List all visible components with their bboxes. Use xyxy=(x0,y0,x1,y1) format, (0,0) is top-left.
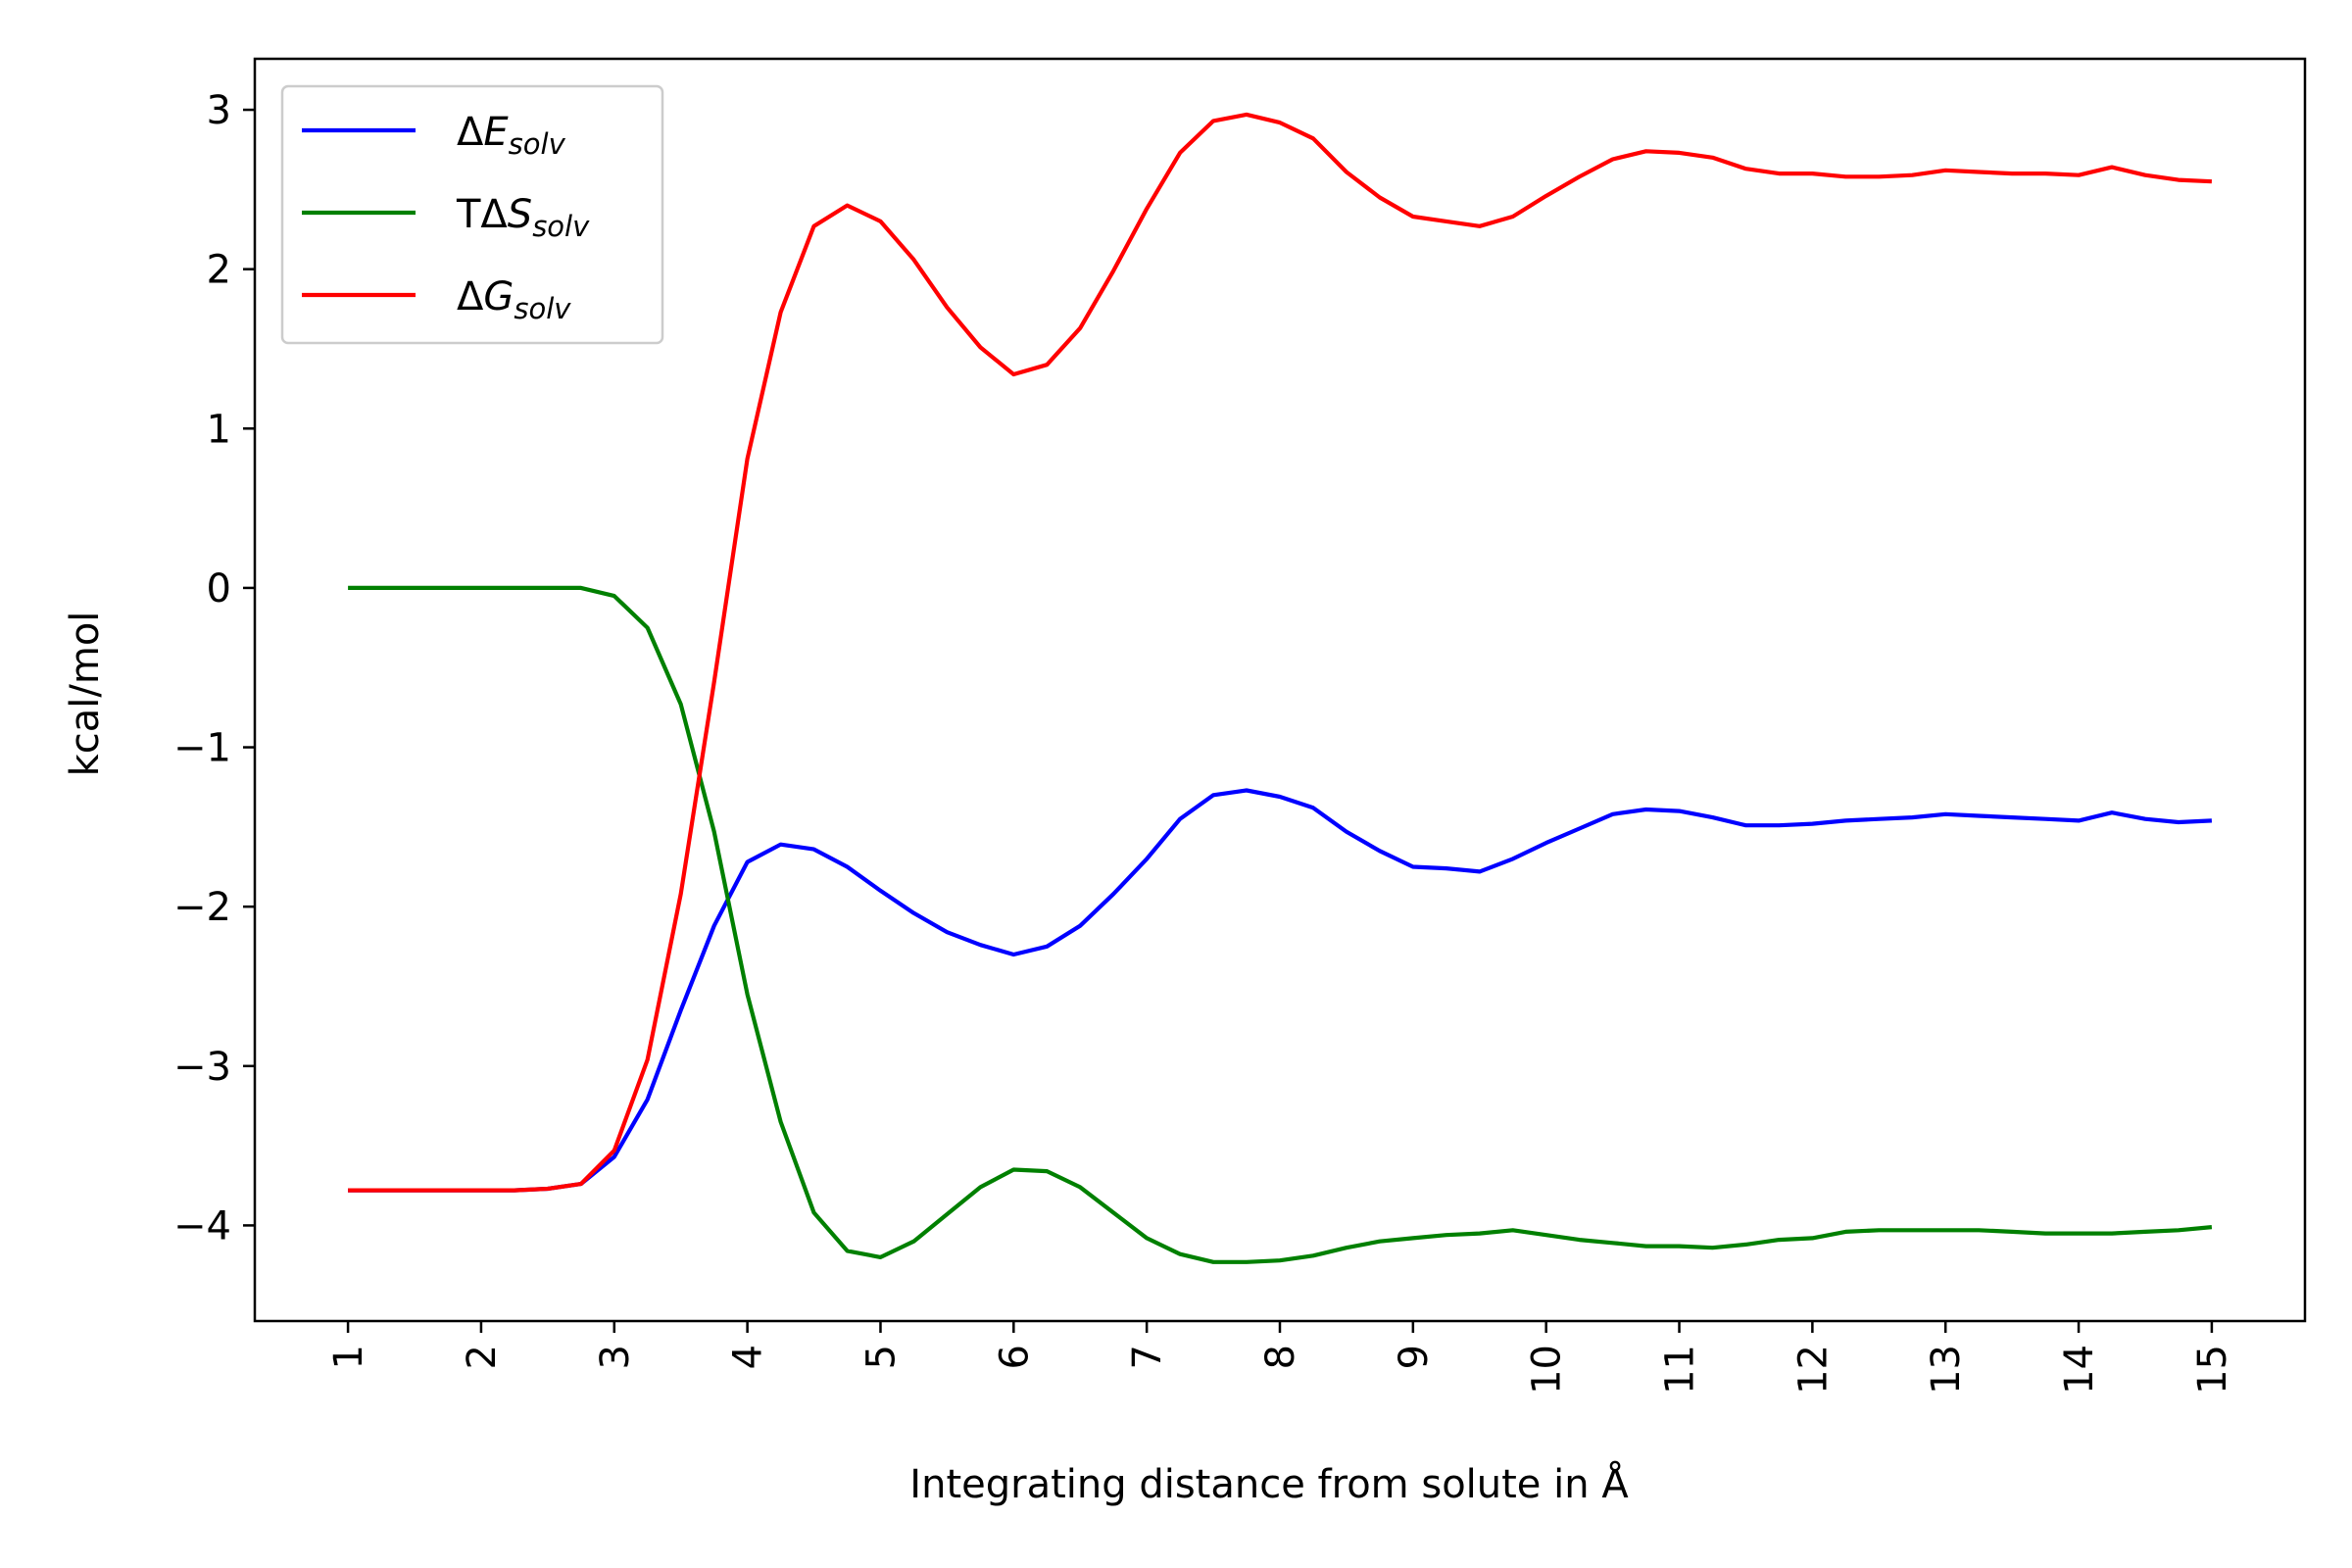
y-tick-label: 1 xyxy=(207,407,231,452)
x-tick-label: 3 xyxy=(593,1345,638,1369)
legend-label-2: TΔSsolv xyxy=(456,192,590,243)
y-tick-label: 0 xyxy=(207,566,231,612)
x-tick-label: 5 xyxy=(858,1345,904,1369)
x-tick-label: 6 xyxy=(992,1345,1037,1369)
plot-area xyxy=(348,112,2213,1264)
y-tick-label: −4 xyxy=(173,1203,231,1249)
x-tick-label: 7 xyxy=(1125,1345,1170,1369)
y-axis-label: kcal/mol xyxy=(63,612,108,777)
series-line-2 xyxy=(348,585,2213,1264)
x-tick-label: 2 xyxy=(460,1345,505,1369)
x-tick-label: 11 xyxy=(1658,1345,1703,1395)
x-tick-label: 4 xyxy=(726,1345,771,1369)
x-tick-label: 1 xyxy=(326,1345,371,1369)
y-tick-label: −2 xyxy=(173,885,231,930)
x-tick-label: 15 xyxy=(2190,1345,2235,1395)
x-tick-label: 14 xyxy=(2057,1345,2102,1395)
legend: ΔEsolv TΔSsolv ΔGsolv xyxy=(280,84,664,345)
x-axis-label: Integrating distance from solute in Å xyxy=(909,1460,1629,1507)
y-tick-label: 2 xyxy=(207,248,231,293)
x-tick-label: 10 xyxy=(1525,1345,1570,1395)
series-line-1 xyxy=(348,788,2212,1193)
legend-label-1: ΔEsolv xyxy=(457,110,566,161)
y-tick-label: −1 xyxy=(173,726,231,771)
legend-box xyxy=(280,84,664,345)
series-line-3 xyxy=(348,112,2212,1193)
x-tick-label: 8 xyxy=(1258,1345,1303,1369)
y-tick-label: 3 xyxy=(207,88,231,133)
x-tick-label: 13 xyxy=(1924,1345,1969,1395)
x-tick-label: 12 xyxy=(1790,1345,1836,1395)
x-tick-label: 9 xyxy=(1392,1345,1437,1369)
y-tick-label: −3 xyxy=(173,1045,231,1090)
legend-label-3: ΔGsolv xyxy=(457,274,571,325)
